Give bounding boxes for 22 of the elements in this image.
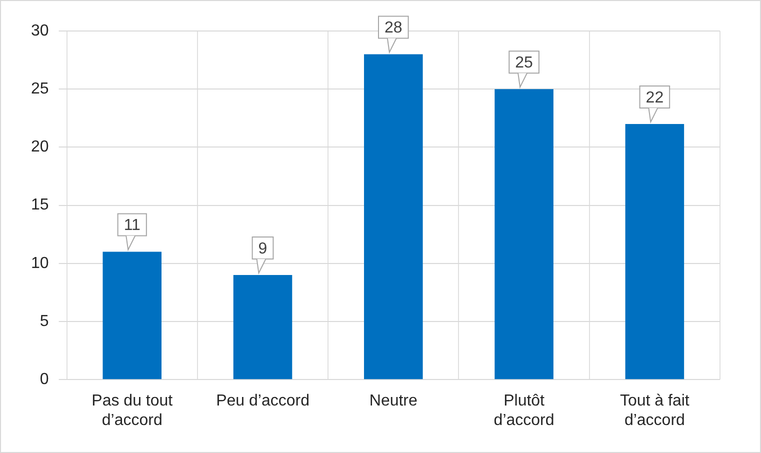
data-label: 28 <box>384 20 402 37</box>
y-tick-label: 30 <box>31 22 49 40</box>
data-label: 11 <box>124 217 141 234</box>
y-tick-label: 5 <box>40 312 49 330</box>
x-tick-label: Tout à fait d’accord <box>620 392 690 429</box>
y-tick-label: 0 <box>40 371 49 388</box>
bar <box>364 54 423 380</box>
y-tick-label: 10 <box>31 254 49 272</box>
x-tick-label: Peu d’accord <box>216 392 310 410</box>
x-tick-label: Pas du tout d’accord <box>92 392 174 429</box>
data-label: 22 <box>646 89 664 106</box>
x-tick-label: Neutre <box>369 392 418 410</box>
data-label: 25 <box>515 54 534 72</box>
data-label: 9 <box>258 240 268 258</box>
bar <box>494 89 554 380</box>
bar <box>233 275 292 380</box>
y-tick-label: 25 <box>31 80 49 98</box>
bar <box>625 124 684 380</box>
y-tick-label: 15 <box>31 196 49 214</box>
x-tick-label: Plutôt d’accord <box>494 392 554 429</box>
bar <box>102 252 162 380</box>
y-tick-label: 20 <box>31 138 49 156</box>
